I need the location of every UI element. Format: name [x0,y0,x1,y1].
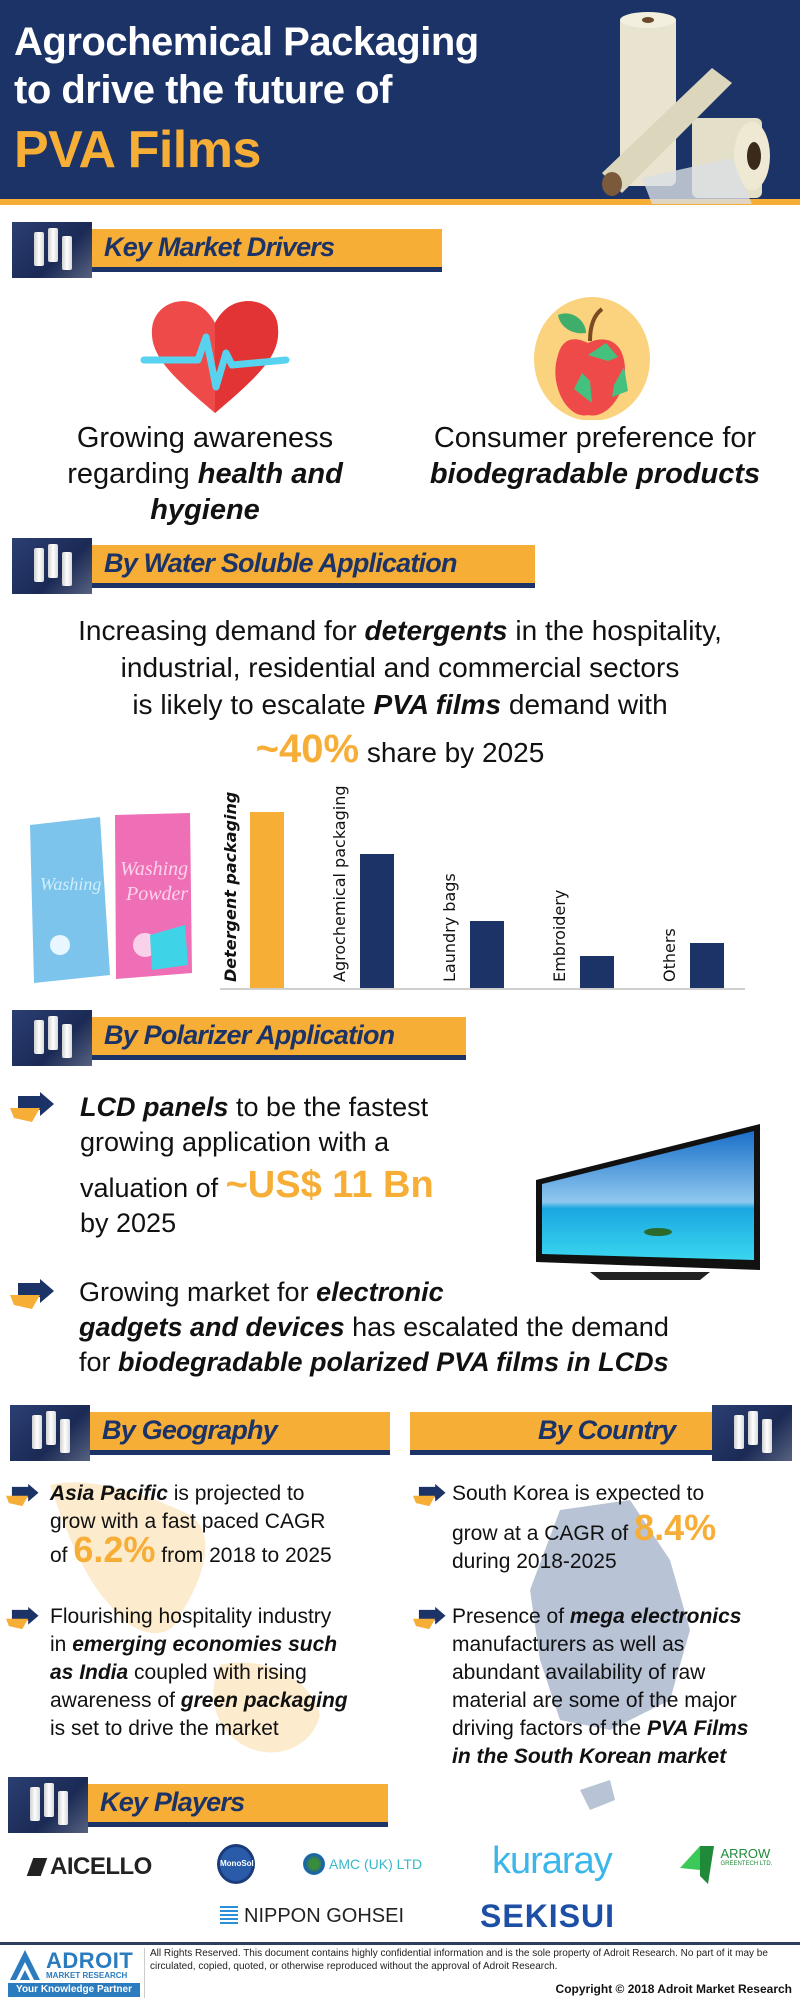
copyright: Copyright © 2018 Adroit Market Research [555,1982,792,1996]
south-korea-cagr: 8.4% [634,1507,717,1548]
section-header-drivers: Key Market Drivers [12,222,442,278]
logo-monosol: MonoSol [217,1844,255,1884]
share-value: ~40% [255,727,360,771]
lcd-tv-icon [536,1124,760,1280]
section-title: By Polarizer Application [104,1020,395,1050]
film-rolls-thumbnail-icon [712,1405,792,1461]
section-title: By Geography [102,1415,278,1445]
application-bar-chart: Detergent packaging Agrochemical packagi… [220,785,745,990]
x-axis [220,988,745,990]
aicello-mark-icon [26,1858,48,1876]
adroit-mark-icon [10,1950,40,1980]
footer-separator [144,1948,145,1998]
section-header-water-soluble: By Water Soluble Application [12,538,535,594]
section-header-key-players: Key Players [8,1777,388,1833]
asia-pacific-map-icon [50,1482,320,1753]
country-bullet-1: South Korea is expected to grow at a CAG… [452,1482,717,1573]
logo-sekisui: SEKISUI [480,1898,616,1934]
heart-pulse-icon [140,301,290,413]
footer-divider [0,1942,800,1945]
washing-powder-packs-icon: Washing Washing Powder [30,813,192,983]
section-title: By Country [538,1415,676,1445]
label-laundry-bags: Laundry bags [440,873,459,982]
bar-detergent-packaging [250,812,284,988]
section-header-polarizer: By Polarizer Application [12,1010,466,1066]
globe-icon [303,1853,325,1875]
arrow-bullet-icon [6,1606,39,1630]
pva-film-rolls-icon [602,12,770,204]
arrow-bullet-icon [6,1483,39,1507]
hero-title-accent: PVA Films [14,121,261,179]
arrow-greentech-mark-icon [680,1846,714,1884]
tagline: Your Knowledge Partner [8,1983,140,1997]
apple-recycle-icon [534,297,650,420]
logo-amc-uk: AMC (UK) LTD [303,1853,422,1875]
film-rolls-thumbnail-icon [12,1010,92,1066]
nippon-gohsei-mark-icon [220,1906,238,1924]
svg-text:Powder: Powder [125,883,188,905]
geography-bullet-1: Asia Pacific is projected to grow with a… [50,1482,332,1570]
bar-others [690,943,724,988]
bar-laundry-bags [470,921,504,988]
hero-title-line1: Agrochemical Packaging [14,20,479,64]
svg-text:Washing: Washing [40,874,101,894]
section-title: Key Players [100,1787,245,1817]
arrow-bullet-icon [10,1092,54,1122]
film-rolls-thumbnail-icon [12,222,92,278]
film-rolls-thumbnail-icon [12,538,92,594]
water-soluble-text: Increasing demand for detergents in the … [78,615,722,771]
arrow-bullet-icon [10,1279,54,1309]
logo-aicello: AICELLO [26,1853,152,1881]
driver-biodegradable: Consumer preference for biodegradable pr… [429,422,761,490]
label-others: Others [660,928,679,982]
south-korea-map-icon [530,1500,690,1810]
logo-kuraray: kuraray [492,1840,613,1882]
driver-health: Growing awareness regarding health and h… [67,422,343,526]
label-embroidery: Embroidery [550,889,569,982]
section-title: Key Market Drivers [104,232,335,262]
polarizer-bullet-2: Growing market for electronic gadgets an… [79,1277,669,1377]
section-title: By Water Soluble Application [104,548,457,578]
section-header-geography: By Geography [10,1405,390,1461]
svg-text:Washing: Washing [120,858,188,880]
bar-agrochemical-packaging [360,854,394,988]
arrow-bullet-icon [413,1483,446,1507]
hero-banner: Agrochemical Packaging to drive the futu… [0,0,800,205]
polarizer-bullet-1: LCD panels to be the fastest growing app… [80,1092,434,1238]
label-detergent-packaging: Detergent packaging [221,791,240,982]
film-rolls-thumbnail-icon [10,1405,90,1461]
label-agrochemical-packaging: Agrochemical packaging [330,785,349,982]
section-header-country: By Country [410,1405,792,1461]
valuation-value: ~US$ 11 Bn [225,1164,434,1206]
hero-title-line2: to drive the future of [14,68,392,112]
geography-bullet-2: Flourishing hospitality industry in emer… [50,1605,348,1740]
adroit-logo: ADROIT MARKET RESEARCH Your Knowledge Pa… [8,1948,140,1998]
country-bullet-2: Presence of mega electronics manufacture… [452,1605,749,1768]
bar-embroidery [580,956,614,988]
logo-nippon-gohsei: NIPPON GOHSEI [220,1905,404,1928]
film-rolls-thumbnail-icon [8,1777,88,1833]
asia-pacific-cagr: 6.2% [73,1529,156,1570]
logo-arrow-greentech: ARROW GREENTECH LTD. [680,1846,772,1884]
disclaimer: All Rights Reserved. This document conta… [150,1948,768,1972]
arrow-bullet-icon [413,1606,446,1630]
